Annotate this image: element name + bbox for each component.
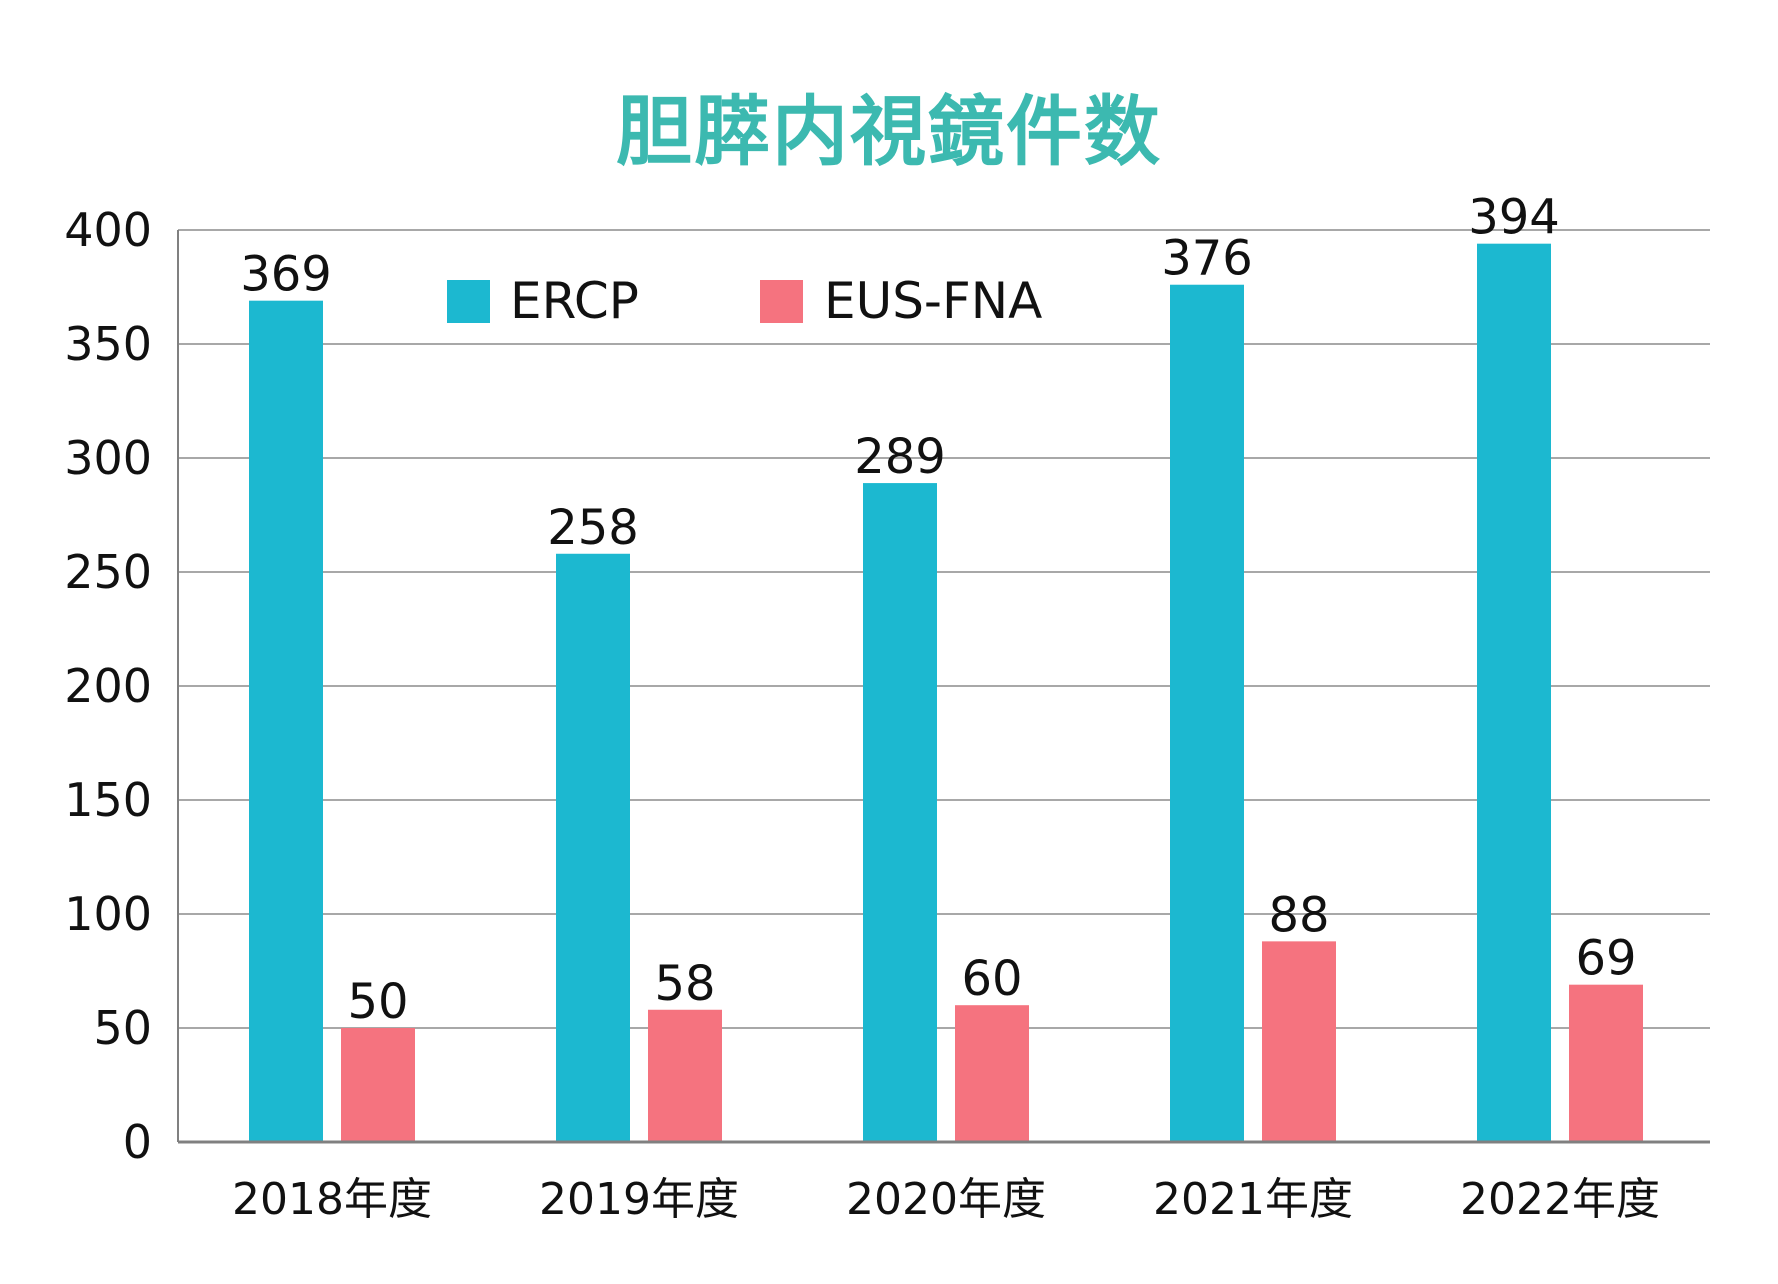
bar-ercp-0 <box>249 300 323 1142</box>
data-label: 58 <box>654 956 715 1012</box>
data-label: 88 <box>1268 887 1329 943</box>
y-tick-label: 100 <box>64 887 152 941</box>
legend-label-eus-fna: EUS-FNA <box>824 272 1042 330</box>
bar-eus-fna-2 <box>955 1005 1029 1142</box>
y-tick-label: 150 <box>64 773 152 827</box>
bar-ercp-3 <box>1170 284 1244 1143</box>
chart-title: 胆膵内視鏡件数 <box>616 87 1162 176</box>
y-tick-label: 300 <box>64 431 152 485</box>
legend: ERCP EUS-FNA <box>447 272 1042 330</box>
x-tick-label: 2021年度 <box>1153 1174 1353 1225</box>
y-tick-label: 200 <box>64 659 152 713</box>
axes: 0 50 100 150 200 250 300 350 400 2018年度 2019年度 2020… <box>64 203 1710 1225</box>
grid-lines <box>178 229 1710 1029</box>
data-label: 376 <box>1161 231 1253 287</box>
bar-ercp-1 <box>556 553 630 1142</box>
data-label: 289 <box>854 429 946 485</box>
y-tick-label: 50 <box>93 1001 152 1055</box>
bar-eus-fna-3 <box>1262 941 1336 1142</box>
bar-eus-fna-0 <box>341 1028 415 1142</box>
y-tick-label: 0 <box>123 1115 152 1169</box>
x-tick-label: 2018年度 <box>232 1174 432 1225</box>
bar-eus-fna-1 <box>648 1009 722 1142</box>
y-tick-label: 350 <box>64 317 152 371</box>
bar-eus-fna-4 <box>1569 984 1643 1142</box>
data-label: 60 <box>961 951 1022 1007</box>
data-label: 69 <box>1575 931 1636 987</box>
x-tick-label: 2022年度 <box>1460 1174 1660 1225</box>
legend-label-ercp: ERCP <box>510 272 639 330</box>
legend-swatch-eus-fna <box>760 280 803 323</box>
data-labels: 369 50 258 58 289 60 376 88 394 69 <box>240 190 1636 1030</box>
data-label: 369 <box>240 247 332 303</box>
data-label: 394 <box>1468 190 1560 246</box>
y-tick-label: 250 <box>64 545 152 599</box>
x-tick-label: 2019年度 <box>539 1174 739 1225</box>
bars <box>249 243 1643 1143</box>
y-tick-label: 400 <box>64 203 152 257</box>
bar-ercp-2 <box>863 483 937 1143</box>
bar-ercp-4 <box>1477 243 1551 1142</box>
x-tick-label: 2020年度 <box>846 1174 1046 1225</box>
data-label: 258 <box>547 500 639 556</box>
data-label: 50 <box>347 974 408 1030</box>
legend-swatch-ercp <box>447 280 490 323</box>
